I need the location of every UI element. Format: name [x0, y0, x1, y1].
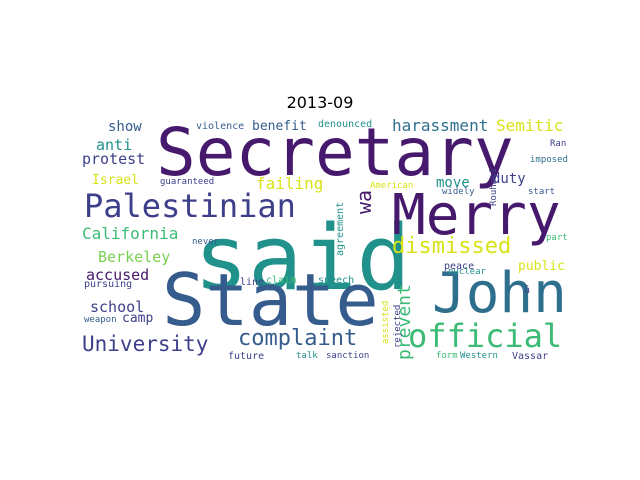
cloud-word: Ran	[550, 139, 567, 149]
cloud-word: guaranteed	[160, 177, 215, 187]
cloud-word: dismissed	[392, 234, 512, 259]
cloud-word: claim	[266, 275, 297, 286]
cloud-word: University	[82, 332, 209, 356]
cloud-word: State	[162, 258, 379, 342]
cloud-word: protest	[82, 150, 146, 168]
cloud-word: said	[194, 206, 411, 311]
cloud-word: Secretary	[156, 116, 514, 191]
cloud-word: agreement	[335, 201, 346, 256]
cloud-word: rejected	[393, 304, 403, 348]
cloud-word: duty	[492, 171, 526, 187]
cloud-word: assisted	[381, 300, 391, 344]
cloud-word: complaint	[238, 326, 358, 351]
cloud-word: John	[432, 261, 567, 326]
cloud-word: Palestinian	[84, 187, 296, 225]
cloud-word: harassment	[392, 116, 489, 135]
cloud-word: violence	[196, 121, 245, 132]
cloud-word: move	[436, 175, 470, 191]
cloud-word: Western	[460, 351, 498, 361]
cloud-word: anti	[96, 136, 133, 154]
figure-title: 2013-09	[286, 93, 354, 112]
cloud-word: Israel	[92, 173, 139, 188]
cloud-word: camp	[122, 311, 154, 326]
cloud-word: Vassar	[512, 351, 549, 362]
cloud-word: sanction	[326, 351, 370, 361]
cloud-word: part	[546, 233, 568, 243]
cloud-word: imposed	[530, 155, 568, 165]
word-cloud: said Secretary State John Merry Palestinian of…	[80, 116, 576, 366]
cloud-word: never	[192, 237, 220, 247]
cloud-word: Rouhani	[489, 168, 499, 206]
cloud-word: accused	[86, 266, 150, 284]
cloud-word: benefit	[252, 119, 307, 134]
cloud-word: talk	[296, 351, 318, 361]
cloud-word: â	[524, 285, 531, 296]
cloud-word: start	[528, 187, 556, 197]
cloud-word: future	[228, 351, 265, 362]
cloud-word: California	[82, 224, 179, 243]
cloud-word: school	[90, 298, 145, 316]
cloud-word: Berkeley	[98, 248, 171, 266]
cloud-word: weapon	[84, 315, 117, 325]
cloud-word: nuclear	[448, 267, 486, 277]
cloud-word: speech	[318, 275, 355, 286]
cloud-word: official	[408, 317, 563, 355]
cloud-word: wa	[352, 189, 376, 214]
cloud-word: peace	[444, 261, 475, 272]
cloud-word: denounced	[318, 119, 373, 130]
cloud-word: American	[370, 181, 414, 191]
cloud-word: failing	[256, 174, 324, 193]
cloud-word: form	[436, 351, 458, 361]
cloud-word: Merry	[392, 183, 561, 248]
cloud-word: pursuing	[84, 279, 133, 290]
cloud-word: public	[518, 259, 565, 274]
cloud-word: show	[108, 119, 142, 135]
cloud-word: Semitic	[496, 116, 564, 135]
cloud-word: line	[240, 277, 265, 288]
cloud-word: widely	[442, 187, 475, 197]
